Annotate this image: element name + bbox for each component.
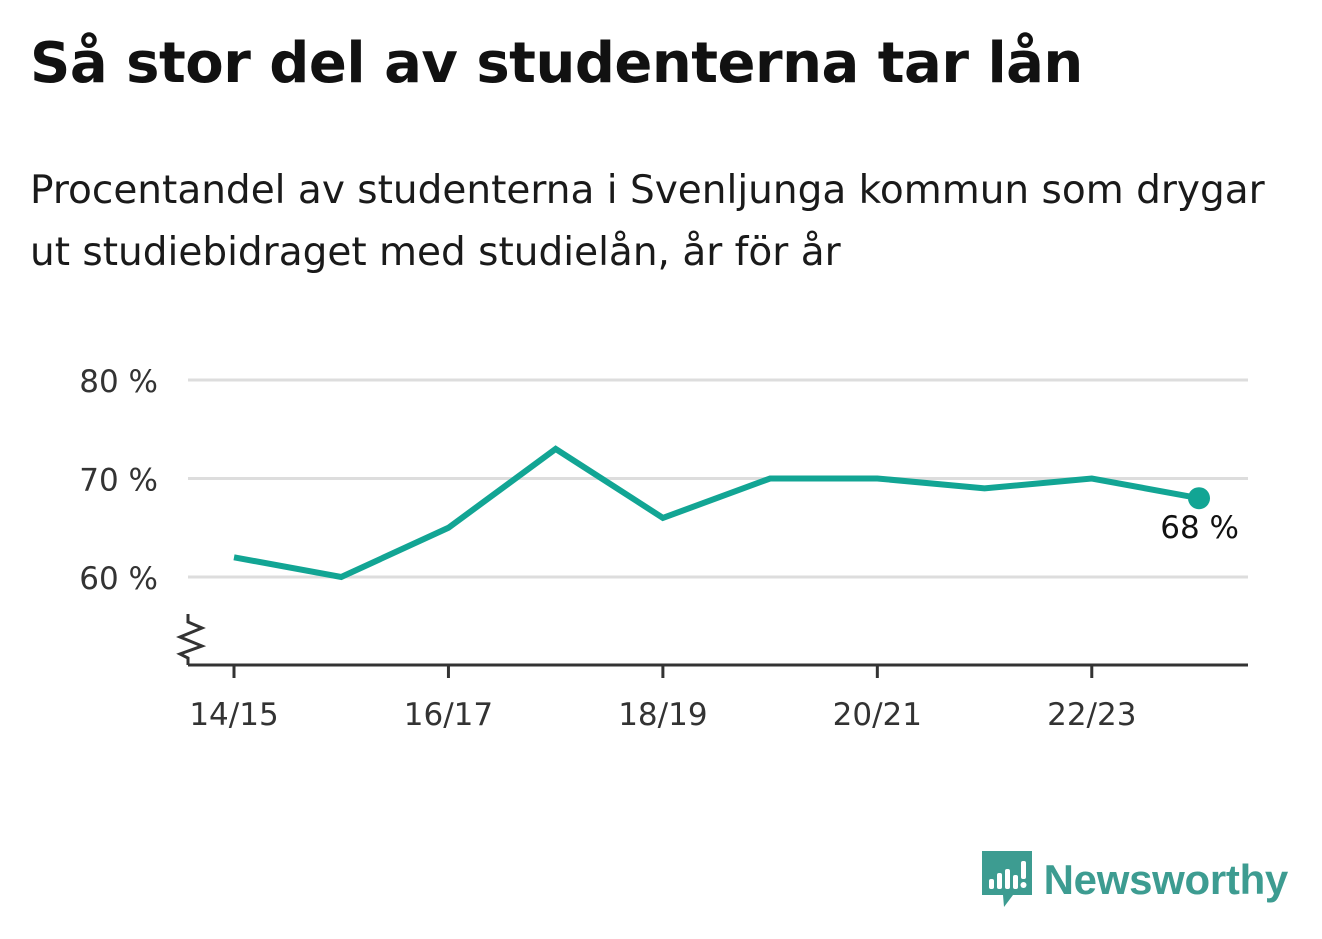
x-axis-ticks: 14/15 16/17 18/19 20/21 22/23 (189, 665, 1136, 733)
newsworthy-logo-icon (981, 851, 1032, 907)
y-tick-label: 80 % (79, 364, 158, 400)
data-label: 68 % (1160, 510, 1239, 546)
series-layer: 68 % (233, 445, 1239, 581)
y-axis-ticks: 60 % 70 % 80 % (79, 364, 158, 597)
series-line (233, 445, 1200, 581)
x-tick-label: 14/15 (189, 697, 278, 733)
chart-title: Så stor del av studenterna tar lån (30, 31, 1083, 96)
x-tick-label: 22/23 (1047, 697, 1136, 733)
axis-break-icon (176, 614, 207, 665)
last-data-point (1188, 487, 1210, 510)
brand-logo: Newsworthy (981, 851, 1289, 909)
y-tick-label: 70 % (79, 463, 158, 499)
x-tick-label: 18/19 (618, 697, 707, 733)
x-axis (176, 614, 1248, 667)
y-tick-label: 60 % (79, 561, 158, 597)
x-tick-label: 16/17 (404, 697, 493, 733)
brand-name: Newsworthy (1043, 856, 1289, 903)
chart-subtitle: Procentandel av studenterna i Svenljunga… (30, 168, 1265, 275)
x-tick-label: 20/21 (833, 697, 922, 733)
